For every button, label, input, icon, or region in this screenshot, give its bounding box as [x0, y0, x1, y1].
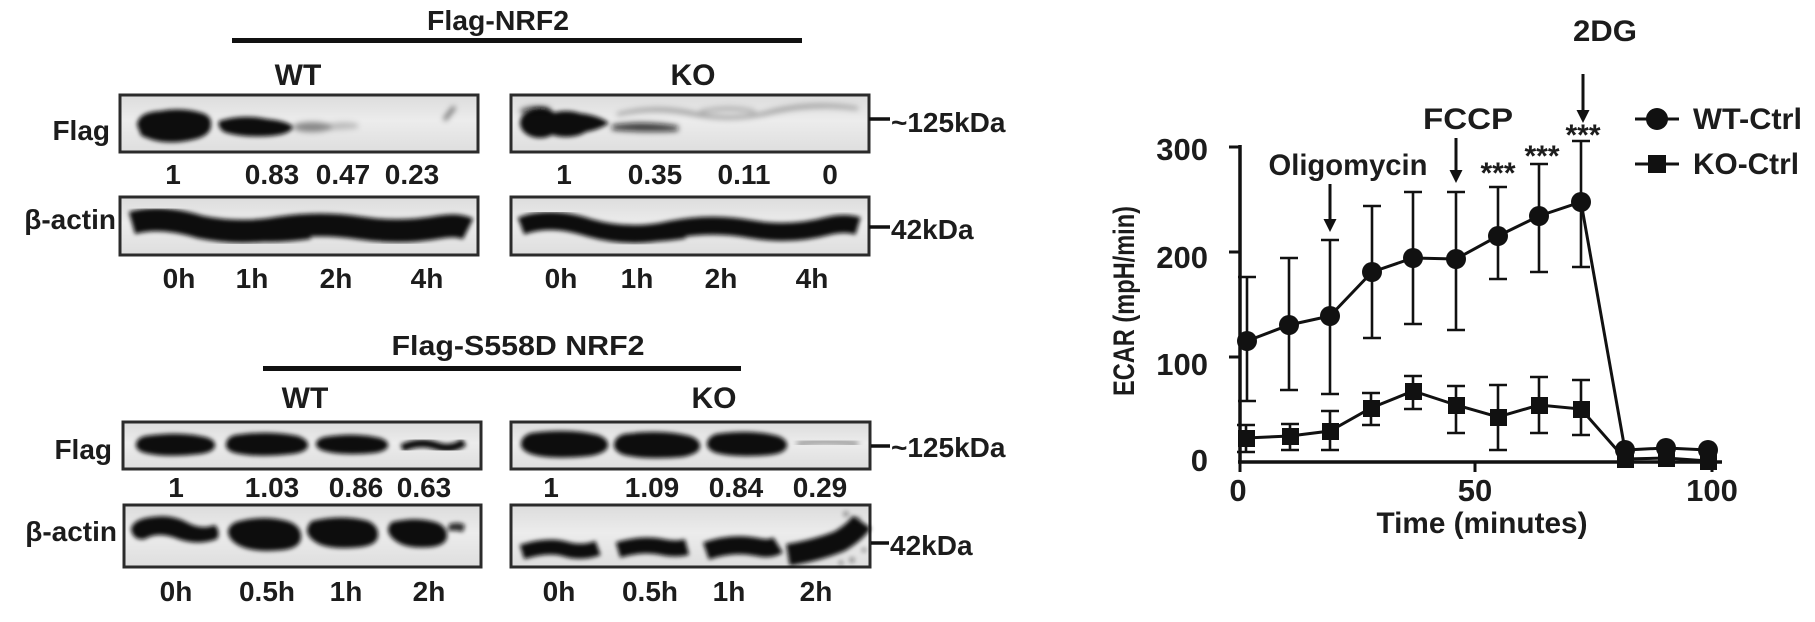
svg-text:0h: 0h [160, 576, 193, 607]
svg-text:0.5h: 0.5h [622, 576, 678, 607]
svg-text:1h: 1h [713, 576, 746, 607]
svg-text:***: *** [1565, 119, 1600, 152]
svg-text:2h: 2h [705, 263, 738, 294]
svg-text:1: 1 [556, 159, 572, 190]
svg-text:0: 0 [822, 159, 838, 190]
svg-text:42kDa: 42kDa [890, 530, 973, 561]
svg-text:Flag: Flag [54, 434, 112, 465]
svg-text:WT: WT [275, 59, 322, 92]
svg-text:Oligomycin: Oligomycin [1269, 149, 1428, 182]
svg-text:1: 1 [543, 472, 559, 503]
svg-text:0h: 0h [163, 263, 196, 294]
svg-text:1h: 1h [236, 263, 269, 294]
svg-text:2h: 2h [413, 576, 446, 607]
svg-text:0.23: 0.23 [385, 159, 440, 190]
svg-text:42kDa: 42kDa [891, 214, 974, 245]
svg-text:0h: 0h [543, 576, 576, 607]
svg-text:2h: 2h [320, 263, 353, 294]
svg-text:0: 0 [1191, 443, 1208, 478]
svg-text:1: 1 [168, 472, 184, 503]
svg-text:Flag: Flag [52, 115, 110, 146]
svg-text:50: 50 [1458, 473, 1492, 508]
svg-text:300: 300 [1156, 132, 1208, 167]
svg-text:4h: 4h [411, 263, 444, 294]
svg-text:1.03: 1.03 [245, 472, 300, 503]
svg-text:β-actin: β-actin [24, 204, 116, 235]
svg-text:0.83: 0.83 [245, 159, 300, 190]
svg-text:200: 200 [1156, 240, 1208, 275]
svg-text:ECAR (mpH/min): ECAR (mpH/min) [1108, 206, 1141, 396]
svg-text:0h: 0h [545, 263, 578, 294]
svg-text:β-actin: β-actin [25, 516, 117, 547]
svg-text:0: 0 [1229, 473, 1246, 508]
svg-text:***: *** [1480, 157, 1515, 190]
svg-text:0.29: 0.29 [793, 472, 848, 503]
svg-text:1h: 1h [621, 263, 654, 294]
svg-text:0.35: 0.35 [628, 159, 683, 190]
svg-text:2DG: 2DG [1573, 15, 1637, 48]
svg-text:0.11: 0.11 [718, 159, 771, 190]
svg-text:0.63: 0.63 [397, 472, 452, 503]
svg-text:~125kDa: ~125kDa [891, 432, 1006, 463]
svg-text:~125kDa: ~125kDa [891, 107, 1006, 138]
svg-text:0.86: 0.86 [329, 472, 384, 503]
svg-text:WT: WT [282, 382, 329, 415]
svg-text:2h: 2h [800, 576, 833, 607]
svg-text:1: 1 [165, 159, 181, 190]
svg-text:***: *** [1524, 140, 1559, 173]
svg-text:KO-Ctrl: KO-Ctrl [1693, 148, 1799, 181]
svg-text:Time (minutes): Time (minutes) [1377, 507, 1588, 540]
svg-text:Flag-S558D NRF2: Flag-S558D NRF2 [392, 330, 645, 361]
svg-text:KO: KO [692, 382, 737, 415]
svg-text:Flag-NRF2: Flag-NRF2 [427, 5, 569, 36]
svg-text:0.84: 0.84 [709, 472, 764, 503]
svg-text:WT-Ctrl: WT-Ctrl [1693, 103, 1802, 136]
svg-text:0.5h: 0.5h [239, 576, 295, 607]
svg-text:4h: 4h [796, 263, 829, 294]
svg-text:1.09: 1.09 [625, 472, 680, 503]
svg-text:FCCP: FCCP [1423, 103, 1513, 136]
svg-text:0.47: 0.47 [316, 159, 371, 190]
svg-text:100: 100 [1156, 347, 1208, 382]
svg-text:1h: 1h [330, 576, 363, 607]
svg-text:100: 100 [1686, 473, 1738, 508]
svg-text:KO: KO [671, 59, 716, 92]
